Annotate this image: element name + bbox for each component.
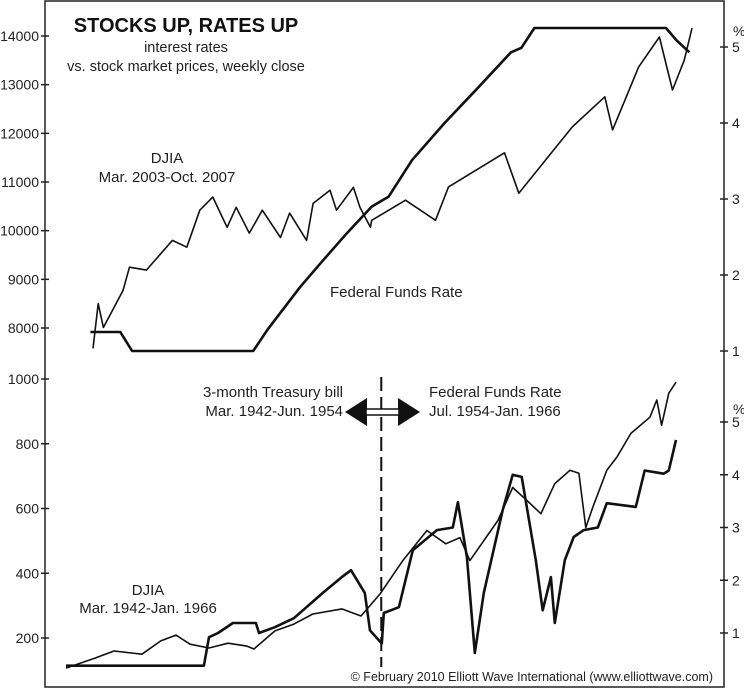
bottom-right-tick-label: 1 (732, 625, 740, 641)
chart-subtitle-1: interest rates (144, 40, 228, 56)
bottom-left-tick-label: 600 (16, 501, 40, 517)
double-arrow-icon (345, 398, 420, 426)
top-left-tick-label: 13000 (0, 77, 39, 93)
bottom-right-title: Federal Funds Rate (429, 384, 562, 401)
copyright: © February 2010 Elliott Wave Internation… (351, 670, 713, 684)
bottom-djia-label: DJIA (132, 582, 165, 599)
top-left-tick-label: 8000 (8, 320, 39, 336)
chart-subtitle-2: vs. stock market prices, weekly close (67, 59, 305, 75)
top-right-tick-label: 4 (732, 115, 740, 131)
top-series-rate-line (90, 26, 691, 353)
bottom-left-title: 3-month Treasury bill (203, 384, 343, 401)
bottom-left-tick-label: 1000 (8, 371, 39, 387)
bottom-right-tick-label: 4 (732, 467, 740, 483)
top-left-tick-label: 14000 (0, 28, 39, 44)
bottom-left-tick-label: 400 (16, 565, 40, 581)
top-left-tick-label: 10000 (0, 223, 39, 239)
top-right-tick-label: 1 (732, 343, 740, 359)
top-left-tick-label: 12000 (0, 125, 39, 141)
top-right-unit: % (733, 23, 744, 39)
bottom-djia-range: Mar. 1942-Jan. 1966 (79, 600, 217, 617)
top-djia-range: Mar. 2003-Oct. 2007 (99, 169, 236, 186)
top-left-tick-label: 9000 (8, 271, 39, 287)
plot-frame (44, 0, 725, 688)
top-left-tick-label: 11000 (1, 174, 39, 190)
bottom-left-tick-label: 200 (16, 630, 40, 646)
top-series-djia-line (92, 28, 693, 349)
chart-title: STOCKS UP, RATES UP (74, 15, 299, 37)
bottom-right-tick-label: 3 (732, 520, 740, 536)
bottom-series-rate-line (66, 439, 678, 668)
bottom-series-djia-line (65, 381, 677, 669)
top-right-tick-label: 2 (732, 267, 740, 283)
top-right-tick-label: 5 (732, 39, 740, 55)
top-right-tick-label: 3 (732, 191, 740, 207)
bottom-right-tick-label: 5 (732, 414, 740, 430)
bottom-left-range: Mar. 1942-Jun. 1954 (205, 403, 343, 420)
bottom-right-tick-label: 2 (732, 572, 740, 588)
bottom-right-unit: % (733, 401, 744, 417)
bottom-left-tick-label: 800 (16, 436, 40, 452)
top-rate-label: Federal Funds Rate (330, 284, 463, 301)
top-djia-label: DJIA (151, 150, 184, 167)
bottom-right-range: Jul. 1954-Jan. 1966 (429, 403, 561, 420)
